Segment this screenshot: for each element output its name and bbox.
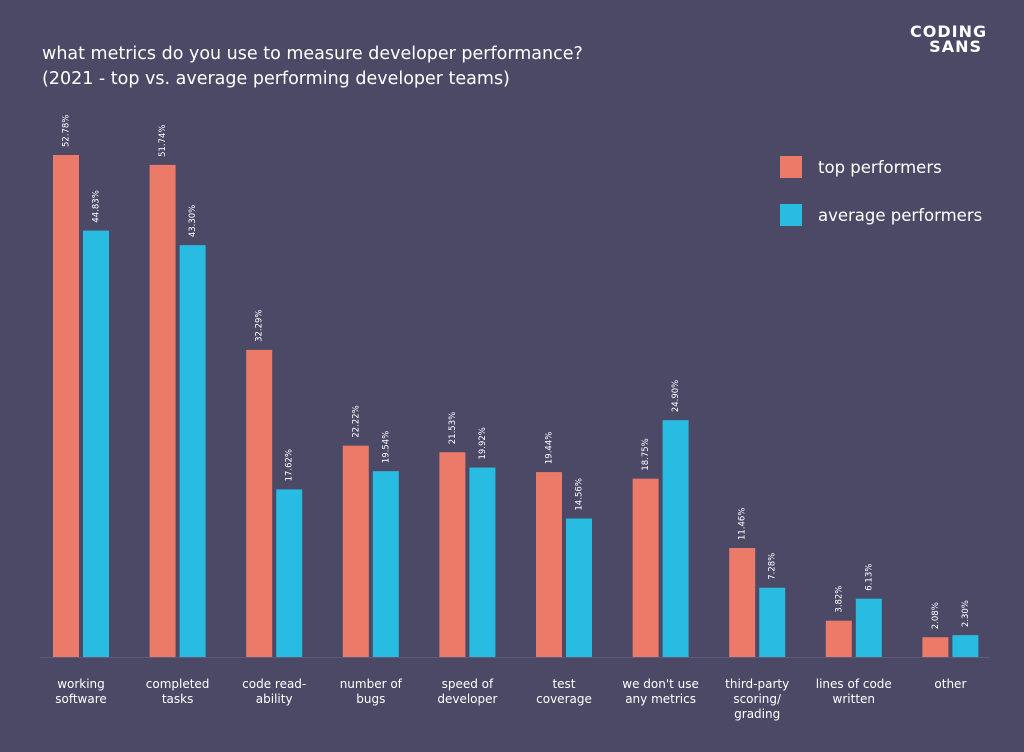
brand-logo: CODING SANS	[910, 22, 988, 56]
category-label-8: lines of code written	[816, 677, 892, 706]
category-label-4: speed of developer	[437, 677, 497, 706]
chart-subtitle: (2021 - top vs. average performing devel…	[42, 69, 510, 89]
bar-average-2	[276, 489, 303, 657]
bar-top-4	[439, 452, 466, 657]
category-label-5: test coverage	[536, 677, 592, 706]
bar-top-6	[632, 478, 659, 657]
data-label-top-0: 52.78%	[62, 115, 72, 147]
bar-top-0	[53, 155, 79, 657]
data-label-average-7: 7.28%	[768, 553, 778, 580]
data-label-average-9: 2.30%	[961, 600, 971, 627]
chart-title: what metrics do you use to measure devel…	[42, 44, 583, 64]
data-label-top-6: 18.75%	[641, 438, 651, 470]
data-label-average-1: 43.30%	[188, 205, 198, 237]
data-label-top-8: 3.82%	[834, 586, 844, 613]
data-label-average-6: 24.90%	[671, 380, 681, 412]
legend-swatch-top	[780, 156, 802, 178]
category-label-7: third-party scoring/grading	[725, 677, 789, 721]
bar-average-8	[855, 598, 882, 657]
category-label-0: working software	[55, 677, 107, 706]
legend-label-top: top performers	[818, 157, 942, 177]
data-label-average-8: 6.13%	[864, 564, 874, 591]
data-label-average-5: 14.56%	[575, 478, 585, 510]
bar-top-3	[342, 445, 369, 657]
category-label-6: we don't use any metrics	[622, 677, 699, 706]
bar-average-3	[372, 471, 399, 657]
legend-swatch-average	[780, 204, 802, 226]
bar-average-6	[662, 420, 689, 657]
logo-line-1: CODING	[910, 22, 988, 41]
bar-average-4	[469, 467, 496, 657]
data-label-average-4: 19.92%	[478, 427, 488, 459]
bar-top-7	[729, 548, 756, 657]
data-label-top-3: 22.22%	[351, 405, 361, 437]
bar-average-5	[566, 518, 592, 657]
data-label-top-4: 21.53%	[448, 412, 458, 444]
bar-top-2	[246, 349, 273, 657]
category-label-9: other	[934, 677, 966, 691]
category-label-2: code read-ability	[242, 677, 306, 706]
bar-top-1	[149, 164, 176, 657]
bar-top-9	[922, 637, 949, 657]
data-label-top-9: 2.08%	[931, 602, 941, 629]
data-label-average-2: 17.62%	[285, 449, 295, 481]
legend-label-average: average performers	[818, 205, 983, 225]
data-label-average-3: 19.54%	[381, 431, 391, 463]
logo-line-2: SANS	[929, 37, 982, 56]
bar-average-9	[952, 635, 979, 657]
legend-item-top-performers: top performers	[780, 156, 942, 178]
data-label-top-7: 11.46%	[738, 508, 748, 540]
bar-average-1	[179, 245, 206, 658]
bar-average-7	[759, 587, 786, 657]
bar-top-5	[536, 472, 562, 657]
data-label-top-2: 32.29%	[255, 309, 265, 341]
bar-top-8	[825, 620, 852, 657]
bar-average-0	[83, 230, 109, 657]
data-label-top-1: 51.74%	[158, 124, 168, 156]
category-label-3: number of bugs	[340, 677, 403, 706]
data-label-average-0: 44.83%	[92, 190, 102, 222]
category-label-1: completed tasks	[146, 677, 210, 706]
chart-title-block: what metrics do you use to measure devel…	[42, 42, 583, 92]
legend-item-average-performers: average performers	[780, 204, 982, 226]
data-label-top-5: 19.44%	[545, 432, 555, 464]
